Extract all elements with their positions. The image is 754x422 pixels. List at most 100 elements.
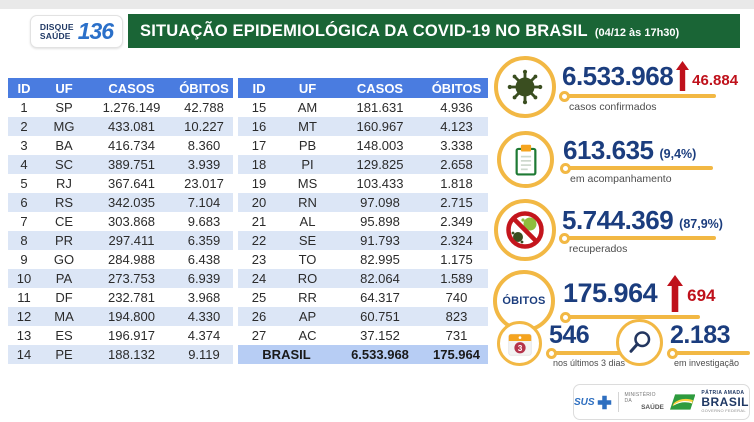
table-cell: 4.936: [440, 100, 473, 115]
table-row: 10 PA 273.753 6.939: [8, 269, 233, 288]
clipboard-icon: [497, 131, 554, 188]
table-row: 14 PE 188.132 9.119: [8, 345, 233, 364]
accent-underline: [560, 163, 713, 174]
table-row: 3 BA 416.734 8.360: [8, 136, 233, 155]
table-cell: 181.631: [356, 100, 404, 115]
table-row: 7 CE 303.868 9.683: [8, 212, 233, 231]
table-cell: 7: [20, 214, 28, 229]
ministry-line2: SAÚDE: [641, 404, 664, 412]
table-cell: 303.868: [108, 214, 155, 229]
deaths-delta: 694: [687, 286, 716, 305]
deaths-recent-value: 546: [549, 321, 590, 349]
sus-cross-icon: [597, 395, 611, 409]
recovered-label: recuperados: [569, 243, 628, 255]
no-virus-icon: [494, 199, 556, 261]
table-cell: 82.995: [360, 252, 400, 267]
table-cell: AL: [299, 214, 316, 229]
column-header: ID: [8, 78, 40, 98]
table-cell: 367.641: [108, 176, 155, 191]
confirmed-label: casos confirmados: [569, 101, 657, 113]
table-cell: 7.104: [187, 195, 221, 210]
hotline-line2: SAÚDE: [39, 30, 71, 41]
magnifier-icon: [616, 319, 663, 366]
table-cell: 19: [251, 176, 267, 191]
table-cell: 91.793: [360, 233, 400, 248]
table-cell: 4: [20, 157, 28, 172]
table-cell: RJ: [56, 176, 72, 191]
confirmed-delta: 46.884: [692, 72, 739, 89]
table-cell: 823: [445, 309, 468, 324]
brand-main: BRASIL: [701, 395, 750, 409]
table-cell: 24: [251, 271, 267, 286]
table-cell: 10: [16, 271, 32, 286]
table-cell: AM: [297, 100, 318, 115]
table-cell: 6.438: [187, 252, 221, 267]
accent-underline: [560, 312, 700, 323]
table-cell: 95.898: [360, 214, 400, 229]
table-cell: 1.818: [440, 176, 473, 191]
table-cell: 15: [251, 100, 267, 115]
table-cell: SE: [298, 233, 317, 248]
table-row: 19 MS 103.433 1.818: [238, 174, 488, 193]
column-header: UF: [280, 78, 335, 98]
stat-recovered: 5.744.369 (87,9%) recuperados: [494, 199, 723, 261]
investigation-value: 2.183: [670, 321, 731, 349]
table-cell: AP: [298, 309, 317, 324]
table-cell: 342.035: [108, 195, 155, 210]
table-cell: 17: [251, 138, 267, 153]
table-cell: RS: [54, 195, 74, 210]
table-row: 11 DF 232.781 3.968: [8, 288, 233, 307]
table-header-row: ID UF CASOS ÓBITOS: [238, 78, 488, 98]
table-row: 18 PI 129.825 2.658: [238, 155, 488, 174]
table-cell: 12: [16, 309, 32, 324]
table-row: 16 MT 160.967 4.123: [238, 117, 488, 136]
total-label: BRASIL: [262, 347, 311, 362]
table-cell: PA: [55, 271, 73, 286]
table-cell: 2.349: [440, 214, 473, 229]
up-arrow-icon: [667, 275, 684, 312]
table-cell: 188.132: [108, 347, 155, 362]
column-header: ÓBITOS: [175, 78, 233, 98]
table-cell: 1.276.149: [102, 100, 161, 115]
hotline-badge: DISQUE SAÚDE 136: [30, 15, 123, 48]
table-row: 8 PR 297.411 6.359: [8, 231, 233, 250]
government-logos: SUS MINISTÉRIO DA SAÚDE PÁTRIA AMADA BRA…: [573, 384, 750, 420]
table-cell: PI: [301, 157, 314, 172]
up-arrow-icon: [676, 61, 690, 91]
table-cell: 10.227: [184, 119, 224, 134]
ministry-logo: MINISTÉRIO DA SAÚDE: [625, 392, 664, 412]
stat-monitoring: 613.635 (9,4%) em acompanhamento: [497, 131, 713, 188]
table-cell: SP: [55, 100, 73, 115]
table-cell: MG: [53, 119, 75, 134]
table-cell: 129.825: [356, 157, 404, 172]
table-cell: 740: [445, 290, 468, 305]
title-banner: SITUAÇÃO EPIDEMIOLÓGICA DA COVID-19 NO B…: [128, 14, 740, 48]
calendar-icon-glyph: 3: [507, 333, 532, 356]
table-cell: 8.360: [187, 138, 221, 153]
stat-confirmed-cases: 6.533.968 46.884 casos confirmados: [494, 56, 738, 118]
table-cell: 82.064: [360, 271, 400, 286]
table-cell: 97.098: [360, 195, 400, 210]
table-cell: 731: [445, 328, 468, 343]
table-cell: 433.081: [108, 119, 155, 134]
table-cell: PE: [55, 347, 73, 362]
update-timestamp: (04/12 às 17h30): [594, 26, 680, 39]
table-cell: RO: [297, 271, 318, 286]
table-cell: 20: [251, 195, 267, 210]
hotline-number: 136: [77, 18, 114, 44]
table-cell: MS: [297, 176, 318, 191]
table-cell: PR: [54, 233, 74, 248]
table-cell: 3.939: [187, 157, 221, 172]
clipboard-icon-glyph: [515, 144, 536, 176]
sus-label: SUS: [574, 396, 595, 408]
table-row: 26 AP 60.751 823: [238, 307, 488, 326]
table-cell: 297.411: [108, 233, 155, 248]
table-cell: 13: [16, 328, 32, 343]
table-row: 2 MG 433.081 10.227: [8, 117, 233, 136]
table-cell: RR: [298, 290, 317, 305]
table-cell: 2: [20, 119, 28, 134]
table-cell: 3: [20, 138, 28, 153]
investigation-label: em investigação: [674, 358, 740, 368]
monitoring-value: 613.635: [563, 135, 654, 165]
